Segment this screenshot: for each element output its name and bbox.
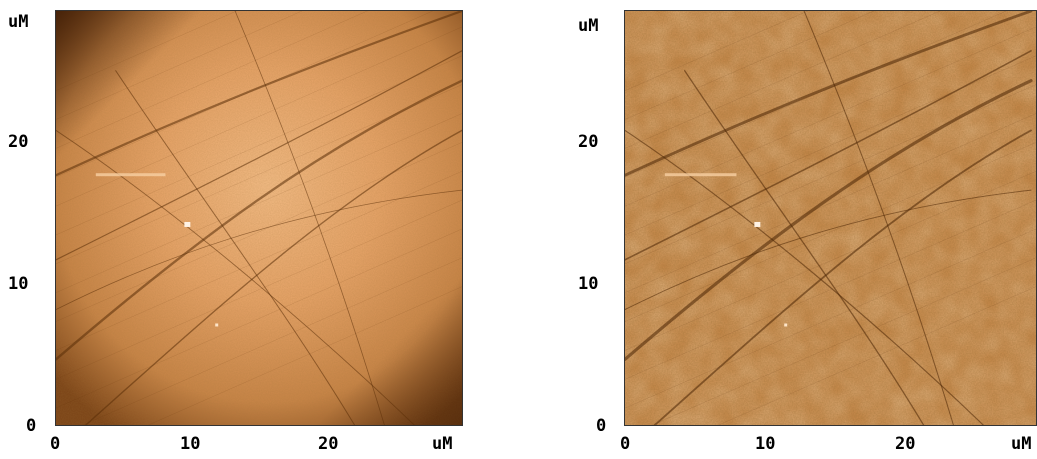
surface-scratch	[147, 286, 462, 425]
surface-scratch	[717, 286, 1036, 425]
surface-scratch	[625, 55, 1036, 236]
surface-scratch	[56, 113, 462, 293]
surface-scratch	[56, 228, 462, 409]
x-tick-label: 10	[180, 434, 201, 454]
afm-scan-image	[624, 10, 1037, 426]
y-unit-label: uM	[578, 16, 599, 36]
x-unit-label: uM	[1011, 434, 1032, 454]
surface-scratch	[56, 170, 462, 351]
y-tick-label: 10	[8, 274, 29, 294]
surface-scratch	[56, 79, 462, 361]
surface-scratch	[85, 129, 462, 425]
surface-scratch	[56, 50, 462, 261]
afm-scan-image	[55, 10, 463, 426]
surface-scratch	[625, 170, 1036, 351]
surface-scratch	[625, 113, 1036, 293]
surface-scratch	[56, 11, 462, 177]
x-unit-label: uM	[432, 434, 453, 454]
surface-scratch	[56, 84, 462, 265]
surface-scratch	[625, 11, 875, 120]
surface-scratch	[56, 11, 303, 120]
surface-scratch	[56, 11, 368, 149]
y-tick-label: 0	[26, 416, 37, 436]
y-tick-label: 10	[578, 274, 599, 294]
surface-scratch	[56, 55, 462, 236]
x-tick-label: 0	[620, 434, 631, 454]
y-tick-label: 0	[596, 416, 607, 436]
surface-scratch	[625, 142, 1036, 322]
x-tick-label: 20	[895, 434, 916, 454]
surface-scratch	[625, 11, 941, 149]
surface-scratch	[684, 70, 925, 425]
surface-scratch	[625, 84, 1036, 265]
surface-scratch	[56, 11, 238, 91]
afm-image-panel-left: uM 20 10 0	[0, 0, 500, 459]
surface-scratch	[625, 11, 1007, 178]
x-tick-label: 0	[50, 434, 61, 454]
surface-scratch	[625, 199, 1036, 380]
y-unit-label: uM	[8, 12, 29, 32]
surface-scratch	[625, 228, 1036, 409]
surface-scratch	[82, 257, 462, 425]
surface-scratch	[115, 70, 356, 425]
y-tick-label: 20	[8, 132, 29, 152]
x-tick-label: 10	[755, 434, 776, 454]
surface-scratch	[234, 11, 385, 425]
surface-scratch	[625, 189, 1032, 311]
surface-scratch	[56, 142, 462, 322]
y-tick-label: 20	[578, 132, 599, 152]
surface-scratch	[56, 11, 434, 178]
surface-scratch	[653, 129, 1032, 425]
afm-scan-graphic	[625, 11, 1036, 425]
surface-scratch	[56, 199, 462, 380]
surface-scratch	[625, 50, 1032, 261]
surface-scratch	[56, 129, 415, 425]
surface-scratch	[625, 11, 1033, 177]
surface-scratch	[625, 11, 809, 91]
surface-scratch	[625, 129, 984, 425]
surface-scratch	[56, 189, 462, 310]
afm-image-panel-right: uM 20 10 0 0 10 20 uM	[570, 0, 1037, 459]
x-tick-label: 20	[318, 434, 339, 454]
surface-scratch	[803, 11, 954, 425]
afm-scan-graphic	[56, 11, 462, 425]
surface-scratch	[651, 257, 1036, 425]
surface-scratch	[625, 79, 1033, 361]
